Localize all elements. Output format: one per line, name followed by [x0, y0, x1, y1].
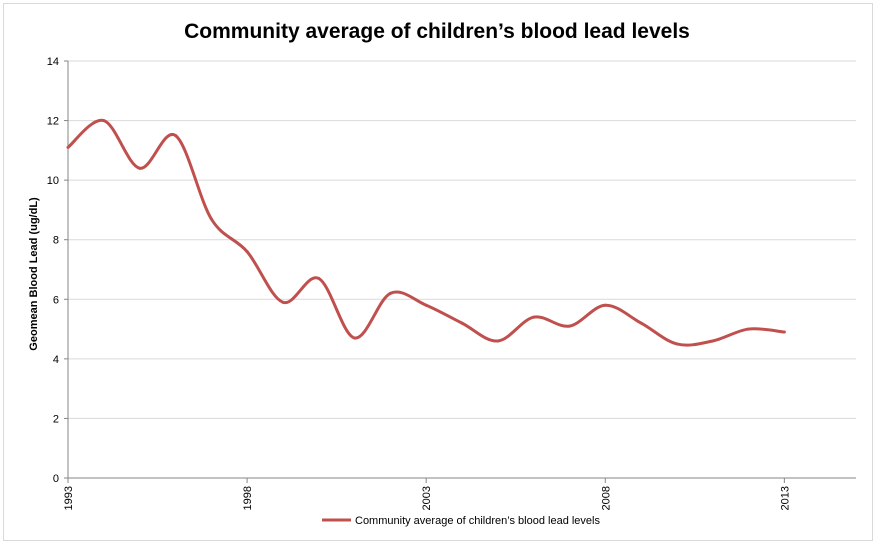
x-tick-label: 1993 — [63, 486, 75, 510]
chart-svg: Community average of children’s blood le… — [28, 20, 856, 527]
data-point — [532, 315, 536, 319]
data-point — [639, 321, 643, 325]
y-tick-label: 8 — [53, 235, 59, 247]
data-point — [711, 339, 715, 343]
gridlines — [68, 60, 856, 419]
data-point — [567, 324, 571, 328]
data-point — [281, 300, 285, 304]
y-tick-label: 4 — [53, 354, 59, 366]
data-point — [424, 303, 428, 307]
y-tick-label: 0 — [53, 473, 59, 485]
data-point — [603, 303, 607, 307]
y-tick-label: 12 — [47, 116, 59, 128]
data-point — [353, 336, 357, 340]
y-tick-label: 2 — [53, 413, 59, 425]
legend: Community average of children’s blood le… — [322, 515, 600, 527]
x-tick-label: 2003 — [421, 486, 433, 510]
data-point — [138, 166, 142, 170]
data-point — [173, 133, 177, 137]
data-point — [460, 321, 464, 325]
y-tick-label: 10 — [47, 175, 59, 187]
data-point — [782, 330, 786, 334]
data-point — [388, 291, 392, 295]
x-tick-label: 2008 — [600, 486, 612, 510]
y-tick-label: 6 — [53, 294, 59, 306]
y-tick-label: 14 — [47, 56, 59, 68]
x-tick-label: 2013 — [779, 486, 791, 510]
chart-area: Community average of children’s blood le… — [3, 3, 873, 541]
data-point — [747, 327, 751, 331]
x-tick-label: 1998 — [242, 486, 254, 510]
data-point — [102, 119, 106, 123]
y-axis-label: Geomean Blood Lead (ug/dL) — [28, 197, 40, 351]
data-point — [675, 342, 679, 346]
legend-label: Community average of children’s blood le… — [355, 515, 600, 527]
chart-title: Community average of children’s blood le… — [184, 20, 690, 43]
series-line — [66, 119, 785, 347]
series-layer — [66, 119, 786, 347]
data-point — [496, 339, 500, 343]
axes: 0 2 4 6 8 10 12 14 1993 1998 2003 2008 2013 — [47, 56, 856, 510]
data-point — [317, 276, 321, 280]
data-point — [245, 250, 249, 254]
data-point — [209, 217, 213, 221]
data-point — [66, 145, 70, 149]
